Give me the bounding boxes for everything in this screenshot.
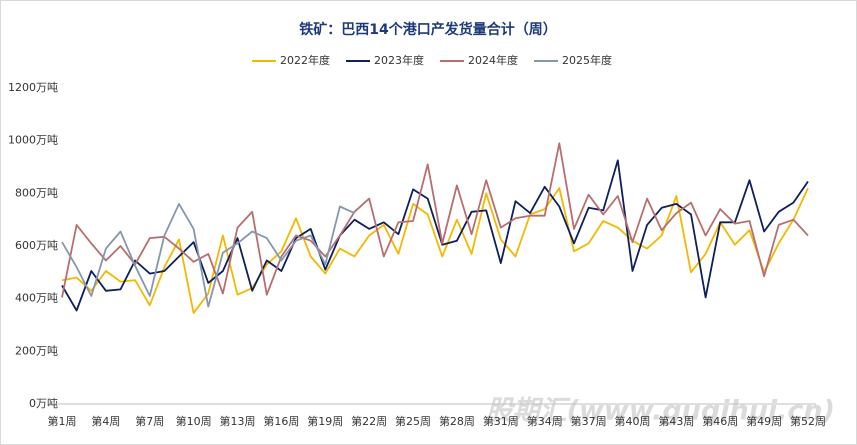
x-tick-label: 第19周: [307, 414, 343, 428]
y-tick-label: 600万吨: [15, 239, 58, 252]
x-tick-label: 第1周: [48, 414, 77, 428]
line-series: [61, 142, 809, 298]
y-tick-label: 1000万吨: [8, 134, 58, 147]
x-tick-label: 第13周: [220, 414, 256, 428]
x-tick-label: 第37周: [571, 414, 607, 428]
x-tick-label: 第46周: [702, 414, 738, 428]
legend-label: 2022年度: [280, 53, 330, 67]
legend-label: 2023年度: [374, 53, 424, 67]
y-tick-label: 200万吨: [15, 344, 58, 357]
chart-title: 铁矿：巴西14个港口产发货量合计（周）: [299, 21, 556, 38]
x-tick-label: 第49周: [746, 414, 782, 428]
x-tick-label: 第40周: [614, 414, 650, 428]
y-tick-label: 800万吨: [15, 186, 58, 199]
y-tick-label: 400万吨: [15, 292, 58, 305]
watermark: 股期汇(www.guqihui.cn): [485, 396, 835, 427]
legend-label: 2025年度: [562, 53, 612, 67]
legend-label: 2024年度: [468, 53, 518, 67]
line-series: [61, 187, 809, 314]
x-tick-label: 第34周: [527, 414, 563, 428]
x-tick-label: 第22周: [351, 414, 387, 428]
line-series: [61, 159, 809, 312]
x-tick-label: 第10周: [176, 414, 212, 428]
x-tick-label: 第52周: [790, 414, 826, 428]
x-tick-label: 第28周: [439, 414, 475, 428]
x-tick-label: 第7周: [135, 414, 164, 428]
y-tick-label: 1200万吨: [8, 81, 58, 94]
x-tick-label: 第43周: [658, 414, 694, 428]
x-tick-label: 第25周: [395, 414, 431, 428]
x-tick-label: 第16周: [263, 414, 299, 428]
x-tick-label: 第4周: [91, 414, 120, 428]
line-series: [61, 203, 355, 308]
y-tick-label: 0万吨: [29, 397, 58, 410]
x-tick-label: 第31周: [483, 414, 519, 428]
